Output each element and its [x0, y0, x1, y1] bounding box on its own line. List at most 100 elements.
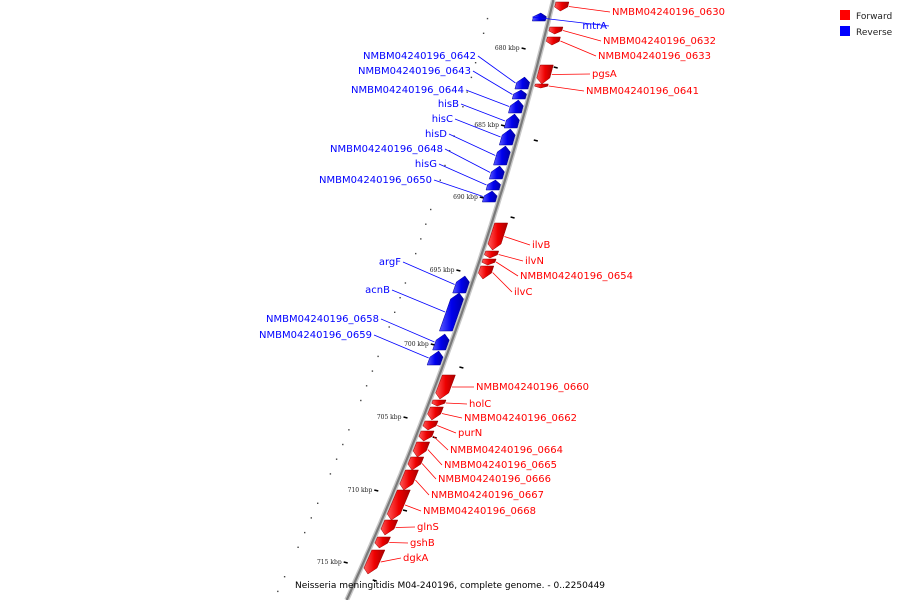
- gene-arrow-pgsa: [537, 65, 554, 84]
- leader-glns: [396, 527, 415, 528]
- gene-label-glns: glnS: [417, 522, 439, 533]
- gene-label-gshb: gshB: [410, 538, 435, 549]
- gene-arrow-nmbm04240196-0648: [489, 166, 504, 179]
- gene-label-nmbm04240196-0650: NMBM04240196_0650: [319, 175, 432, 186]
- leader-ilvn: [499, 255, 523, 262]
- tick-dot: [425, 224, 426, 225]
- tick-dot: [475, 62, 476, 63]
- genome-caption: Neisseria meningitidis M04-240196, compl…: [295, 581, 605, 591]
- tick-mark: [374, 490, 378, 491]
- leader-nmbm04240196-0654: [496, 262, 518, 276]
- tick-dot: [342, 444, 343, 445]
- tick-label-700-kbp: 700 kbp: [404, 341, 429, 348]
- legend-swatch-forward: [840, 10, 850, 20]
- gene-arrow-nmbm04240196-0644: [508, 100, 523, 113]
- leader-nmbm04240196-0662: [442, 414, 462, 419]
- label-layer: NMBM04240196_0630 mtrA NMBM04240196_0632 NM…: [259, 7, 725, 564]
- gene-label-nmbm04240196-0666: NMBM04240196_0666: [438, 474, 551, 485]
- leader-nmbm04240196-0644: [466, 90, 509, 107]
- leader-nmbm04240196-0665: [428, 450, 442, 466]
- gene-label-pgsa: pgsA: [592, 69, 617, 80]
- tick-dot: [311, 517, 312, 518]
- gene-label-nmbm04240196-0648: NMBM04240196_0648: [330, 144, 443, 155]
- legend-swatch-reverse: [840, 26, 850, 36]
- leader-nmbm04240196-0668: [405, 505, 421, 511]
- tick-label-690-kbp: 690 kbp: [453, 194, 478, 201]
- gene-label-nmbm04240196-0643: NMBM04240196_0643: [358, 66, 471, 77]
- gene-arrow-holc: [432, 400, 446, 406]
- tick-dot: [377, 356, 378, 357]
- tick-dot: [487, 18, 488, 19]
- tick-mark: [522, 48, 526, 49]
- legend-label-reverse: Reverse: [856, 28, 893, 38]
- gene-label-nmbm04240196-0654: NMBM04240196_0654: [520, 271, 633, 282]
- tick-dot: [399, 297, 400, 298]
- gene-label-nmbm04240196-0662: NMBM04240196_0662: [464, 413, 577, 424]
- leader-nmbm04240196-0667: [415, 480, 429, 495]
- tick-dot: [483, 33, 484, 34]
- gene-label-nmbm04240196-0668: NMBM04240196_0668: [423, 506, 536, 517]
- tick-dot: [284, 576, 285, 577]
- tick-label-710-kbp: 710 kbp: [348, 487, 373, 494]
- leader-nmbm04240196-0658: [381, 319, 435, 342]
- gene-arrow-nmbm04240196-0643: [512, 90, 526, 99]
- tick-mark: [404, 417, 408, 418]
- tick-mark: [480, 197, 484, 198]
- tick-mark: [501, 125, 505, 126]
- gene-arrow-nmbm04240196-0633: [546, 37, 560, 45]
- tick-dot: [330, 473, 331, 474]
- gene-label-hisb: hisB: [438, 99, 459, 110]
- gene-label-nmbm04240196-0633: NMBM04240196_0633: [598, 51, 711, 62]
- gene-arrow-hisg: [486, 180, 501, 190]
- leader-dgka: [381, 558, 401, 562]
- gene-arrow-nmbm04240196-0666: [408, 457, 424, 470]
- gene-label-nmbm04240196-0632: NMBM04240196_0632: [603, 36, 716, 47]
- tick-dot: [297, 547, 298, 548]
- tick-dot: [304, 532, 305, 533]
- leader-hisd: [449, 134, 495, 156]
- tick-dot: [372, 370, 373, 371]
- gene-arrow-nmbm04240196-0650: [482, 191, 497, 202]
- gene-label-hisc: hisC: [432, 114, 453, 125]
- leader-hisb: [461, 104, 505, 121]
- gene-label-mtra: mtrA: [582, 21, 607, 32]
- gene-arrow-nmbm04240196-0632: [549, 27, 563, 34]
- gene-label-nmbm04240196-0665: NMBM04240196_0665: [444, 460, 557, 471]
- leader-gshb: [389, 543, 408, 544]
- tick-mark: [456, 270, 460, 271]
- gene-label-holc: holC: [469, 399, 491, 410]
- strand-mark: [403, 510, 407, 511]
- gene-arrow-nmbm04240196-0654: [482, 259, 496, 265]
- leader-nmbm04240196-0648: [445, 149, 490, 173]
- gene-label-ilvb: ilvB: [532, 240, 550, 251]
- leader-pgsa: [552, 74, 590, 75]
- leader-nmbm04240196-0666: [422, 464, 436, 480]
- strand-mark: [511, 217, 515, 218]
- leader-ilvb: [504, 237, 530, 246]
- gene-arrow-purn: [423, 421, 438, 430]
- gene-label-argf: argF: [379, 257, 401, 268]
- leader-ilvc: [493, 273, 512, 293]
- gene-label-hisd: hisD: [425, 129, 447, 140]
- gene-arrow-hisc: [499, 129, 515, 145]
- tick-dot: [366, 385, 367, 386]
- gene-arrow-nmbm04240196-0642: [515, 77, 530, 89]
- gene-arrow-nmbm04240196-0658: [433, 334, 450, 350]
- tick-mark: [344, 562, 348, 563]
- tick-dot: [389, 326, 390, 327]
- leader-nmbm04240196-0643: [473, 71, 512, 95]
- gene-label-nmbm04240196-0667: NMBM04240196_0667: [431, 490, 544, 501]
- tick-dot: [317, 503, 318, 504]
- gene-arrow-gshb: [375, 537, 391, 548]
- gene-arrow-nmbm04240196-0662: [428, 407, 444, 420]
- genome-map: 680 kbp685 kbp690 kbp695 kbp700 kbp705 k…: [0, 0, 900, 600]
- gene-label-acnb: acnB: [365, 285, 390, 296]
- tick-label-705-kbp: 705 kbp: [377, 414, 402, 421]
- gene-arrow-nmbm04240196-0665: [413, 442, 430, 457]
- gene-label-dgka: dgkA: [403, 553, 428, 564]
- gene-arrow-argf: [453, 276, 470, 293]
- leader-nmbm04240196-0632: [563, 31, 601, 42]
- leader-nmbm04240196-0633: [560, 41, 596, 56]
- tick-dot: [277, 591, 278, 592]
- tick-dot: [462, 106, 463, 107]
